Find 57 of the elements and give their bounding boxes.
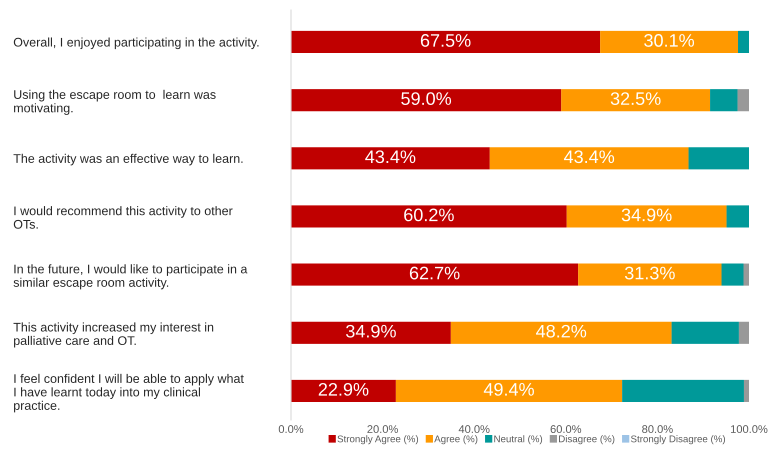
data-label: 67.5% <box>420 34 471 47</box>
legend-label: Strongly Disagree (%) <box>630 435 726 444</box>
legend-label: Agree (%) <box>434 435 478 444</box>
bar <box>710 89 738 112</box>
bar <box>688 147 749 170</box>
bar <box>396 380 622 402</box>
bar <box>291 30 600 54</box>
bar <box>744 264 749 286</box>
bar <box>622 380 744 402</box>
data-label: 32.5% <box>610 92 661 105</box>
data-label: 22.9% <box>318 382 368 396</box>
data-label: 62.7% <box>410 266 460 280</box>
bar <box>722 264 744 286</box>
y-tick-label: This activity increased my interest in palliative care and OT. <box>14 322 214 348</box>
data-label: 43.4% <box>365 150 416 164</box>
bar <box>450 322 672 344</box>
bar <box>600 30 738 54</box>
x-tick-label: 60.0% <box>550 425 582 434</box>
data-label: 34.9% <box>346 324 396 338</box>
y-tick-label: The activity was an effective way to learn. <box>14 154 243 166</box>
data-label: 59.0% <box>401 92 452 105</box>
bar <box>726 205 749 228</box>
legend-label: Strongly Agree (%) <box>338 435 418 444</box>
bar <box>291 89 562 112</box>
data-label: 34.9% <box>622 208 672 222</box>
data-label: 60.2% <box>404 208 454 222</box>
bar <box>672 322 739 344</box>
bar <box>738 30 749 54</box>
bar <box>744 380 749 402</box>
x-tick-label: 20.0% <box>367 425 398 434</box>
y-tick-label: Overall, I enjoyed participating in the activity. <box>14 37 259 50</box>
legend-label: Neutral (%) <box>494 435 542 444</box>
bar <box>291 264 578 286</box>
y-tick-label: In the future, I would like to participate in a similar escape room activity. <box>14 264 248 290</box>
bar <box>291 322 451 344</box>
legend-label: Disagree (%) <box>559 435 614 444</box>
y-tick-label: I would recommend this activity to other OTs. <box>14 206 233 229</box>
x-tick-label: 100.0% <box>731 425 768 434</box>
data-label: 48.2% <box>536 324 586 338</box>
y-tick-label: Using the escape room to learn was motivating. <box>14 90 216 115</box>
bar <box>490 147 689 170</box>
bar <box>291 147 490 170</box>
data-label: 49.4% <box>484 382 534 396</box>
bar <box>738 322 749 344</box>
bar <box>738 89 749 112</box>
bar <box>566 205 727 228</box>
bar <box>561 89 710 112</box>
x-tick-label: 0.0% <box>278 425 304 434</box>
bar <box>291 205 567 228</box>
data-label: 31.3% <box>624 266 675 280</box>
x-tick-label: 80.0% <box>642 425 673 434</box>
data-label: 43.4% <box>564 150 614 164</box>
bar <box>291 380 396 402</box>
bar <box>578 264 722 286</box>
y-tick-label: I feel confident I will be able to apply what I have learnt today into my clinical practice. <box>14 374 244 412</box>
x-tick-label: 40.0% <box>458 425 490 434</box>
data-label: 30.1% <box>644 34 694 47</box>
